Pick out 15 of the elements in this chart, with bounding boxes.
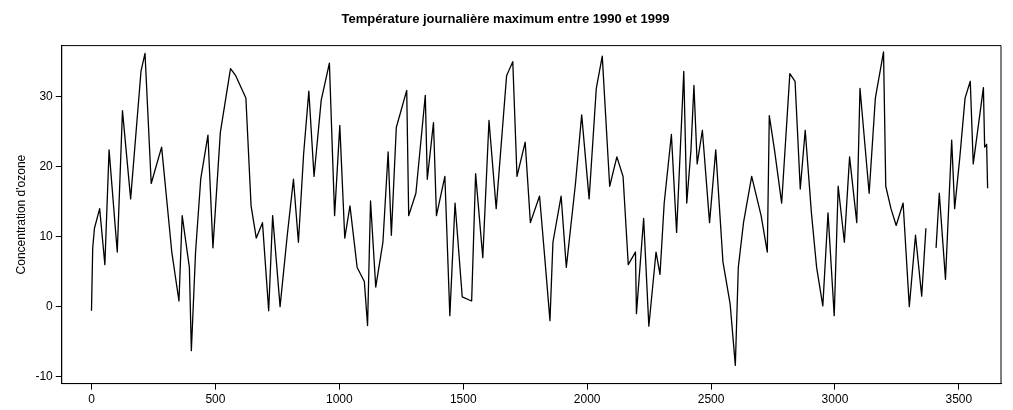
y-tick-label: 30 (39, 89, 54, 103)
x-tick-label: 500 (205, 392, 226, 407)
y-tick-label: 0 (46, 298, 54, 313)
chart-title: Température journalière maximum entre 1990 et 1999 (341, 11, 670, 27)
y-tick-label: -10 (35, 368, 54, 383)
y-axis-title: Concentration d'ozone (13, 154, 28, 275)
x-tick-label: 2000 (573, 392, 601, 407)
x-tick-label: 3500 (945, 392, 973, 407)
y-tick-label: 10 (39, 228, 54, 243)
x-tick-label: 1000 (325, 392, 353, 407)
x-tick-label: 3000 (821, 392, 849, 407)
x-tick-label: 0 (88, 392, 96, 407)
x-tick-label: 2500 (697, 392, 725, 407)
x-tick-label: 1500 (449, 392, 477, 407)
y-tick-label: 20 (39, 158, 54, 173)
